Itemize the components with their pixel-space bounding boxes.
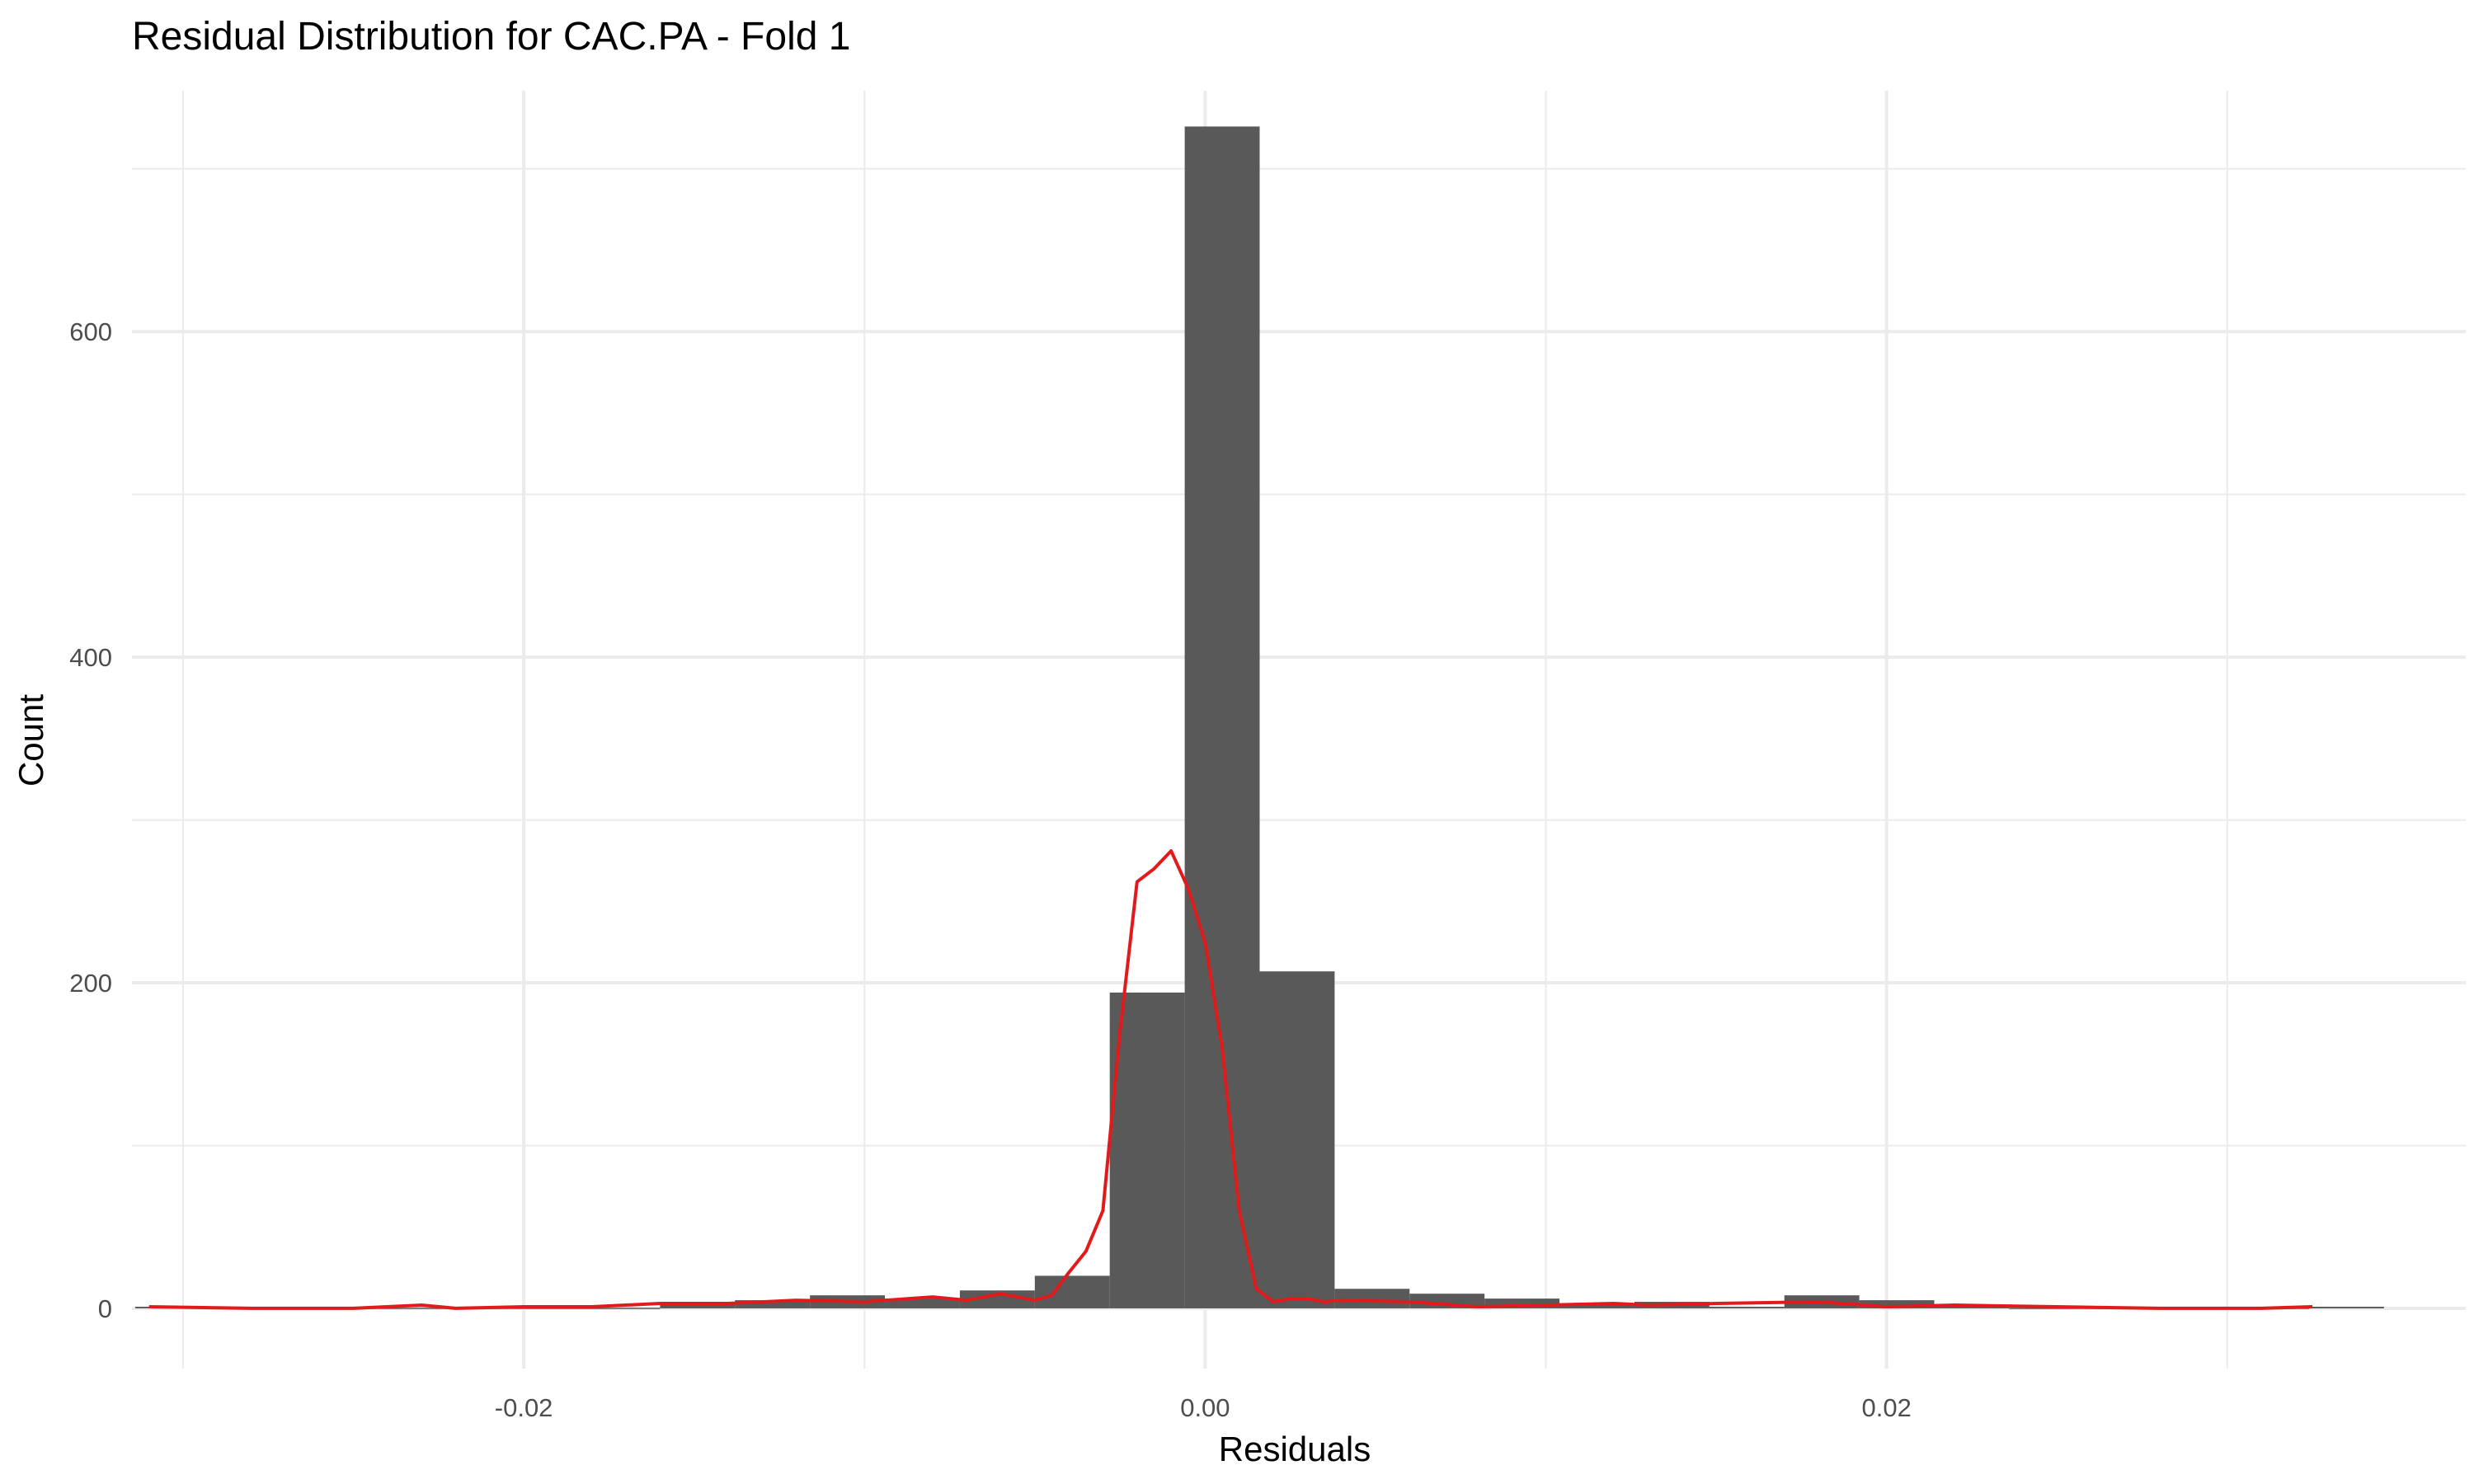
- histogram-bar: [1034, 1275, 1110, 1308]
- axis-tick-labels: -0.02 0.00 0.02 0 200 400 600: [69, 317, 1912, 1422]
- histogram-bars: [135, 126, 2384, 1309]
- x-tick-label: 0.02: [1861, 1393, 1911, 1422]
- y-tick-label: 400: [69, 643, 112, 672]
- histogram-bar: [1859, 1300, 1935, 1308]
- histogram-bar: [1559, 1304, 1634, 1308]
- histogram-bar: [1184, 126, 1260, 1308]
- histogram-bar: [2308, 1306, 2384, 1308]
- histogram-bar: [959, 1290, 1035, 1308]
- y-axis-title: Count: [12, 694, 50, 787]
- x-tick-label: -0.02: [495, 1393, 553, 1422]
- histogram-bar: [660, 1303, 736, 1308]
- histogram-bar: [885, 1298, 960, 1308]
- histogram-bar: [1484, 1298, 1560, 1308]
- x-axis-title: Residuals: [1219, 1430, 1371, 1468]
- x-tick-label: 0.00: [1180, 1393, 1230, 1422]
- y-tick-label: 0: [98, 1294, 112, 1323]
- chart-title: Residual Distribution for CAC.PA - Fold …: [132, 15, 850, 59]
- y-tick-label: 200: [69, 969, 112, 998]
- histogram-bar: [1259, 971, 1335, 1308]
- histogram-bar: [1334, 1289, 1410, 1308]
- density-curve-layer: [148, 849, 2313, 1310]
- histogram-bar: [1709, 1306, 1785, 1308]
- density-curve: [148, 849, 2313, 1310]
- histogram-bar: [1109, 992, 1185, 1308]
- y-tick-label: 600: [69, 317, 112, 346]
- histogram-bar: [735, 1300, 811, 1308]
